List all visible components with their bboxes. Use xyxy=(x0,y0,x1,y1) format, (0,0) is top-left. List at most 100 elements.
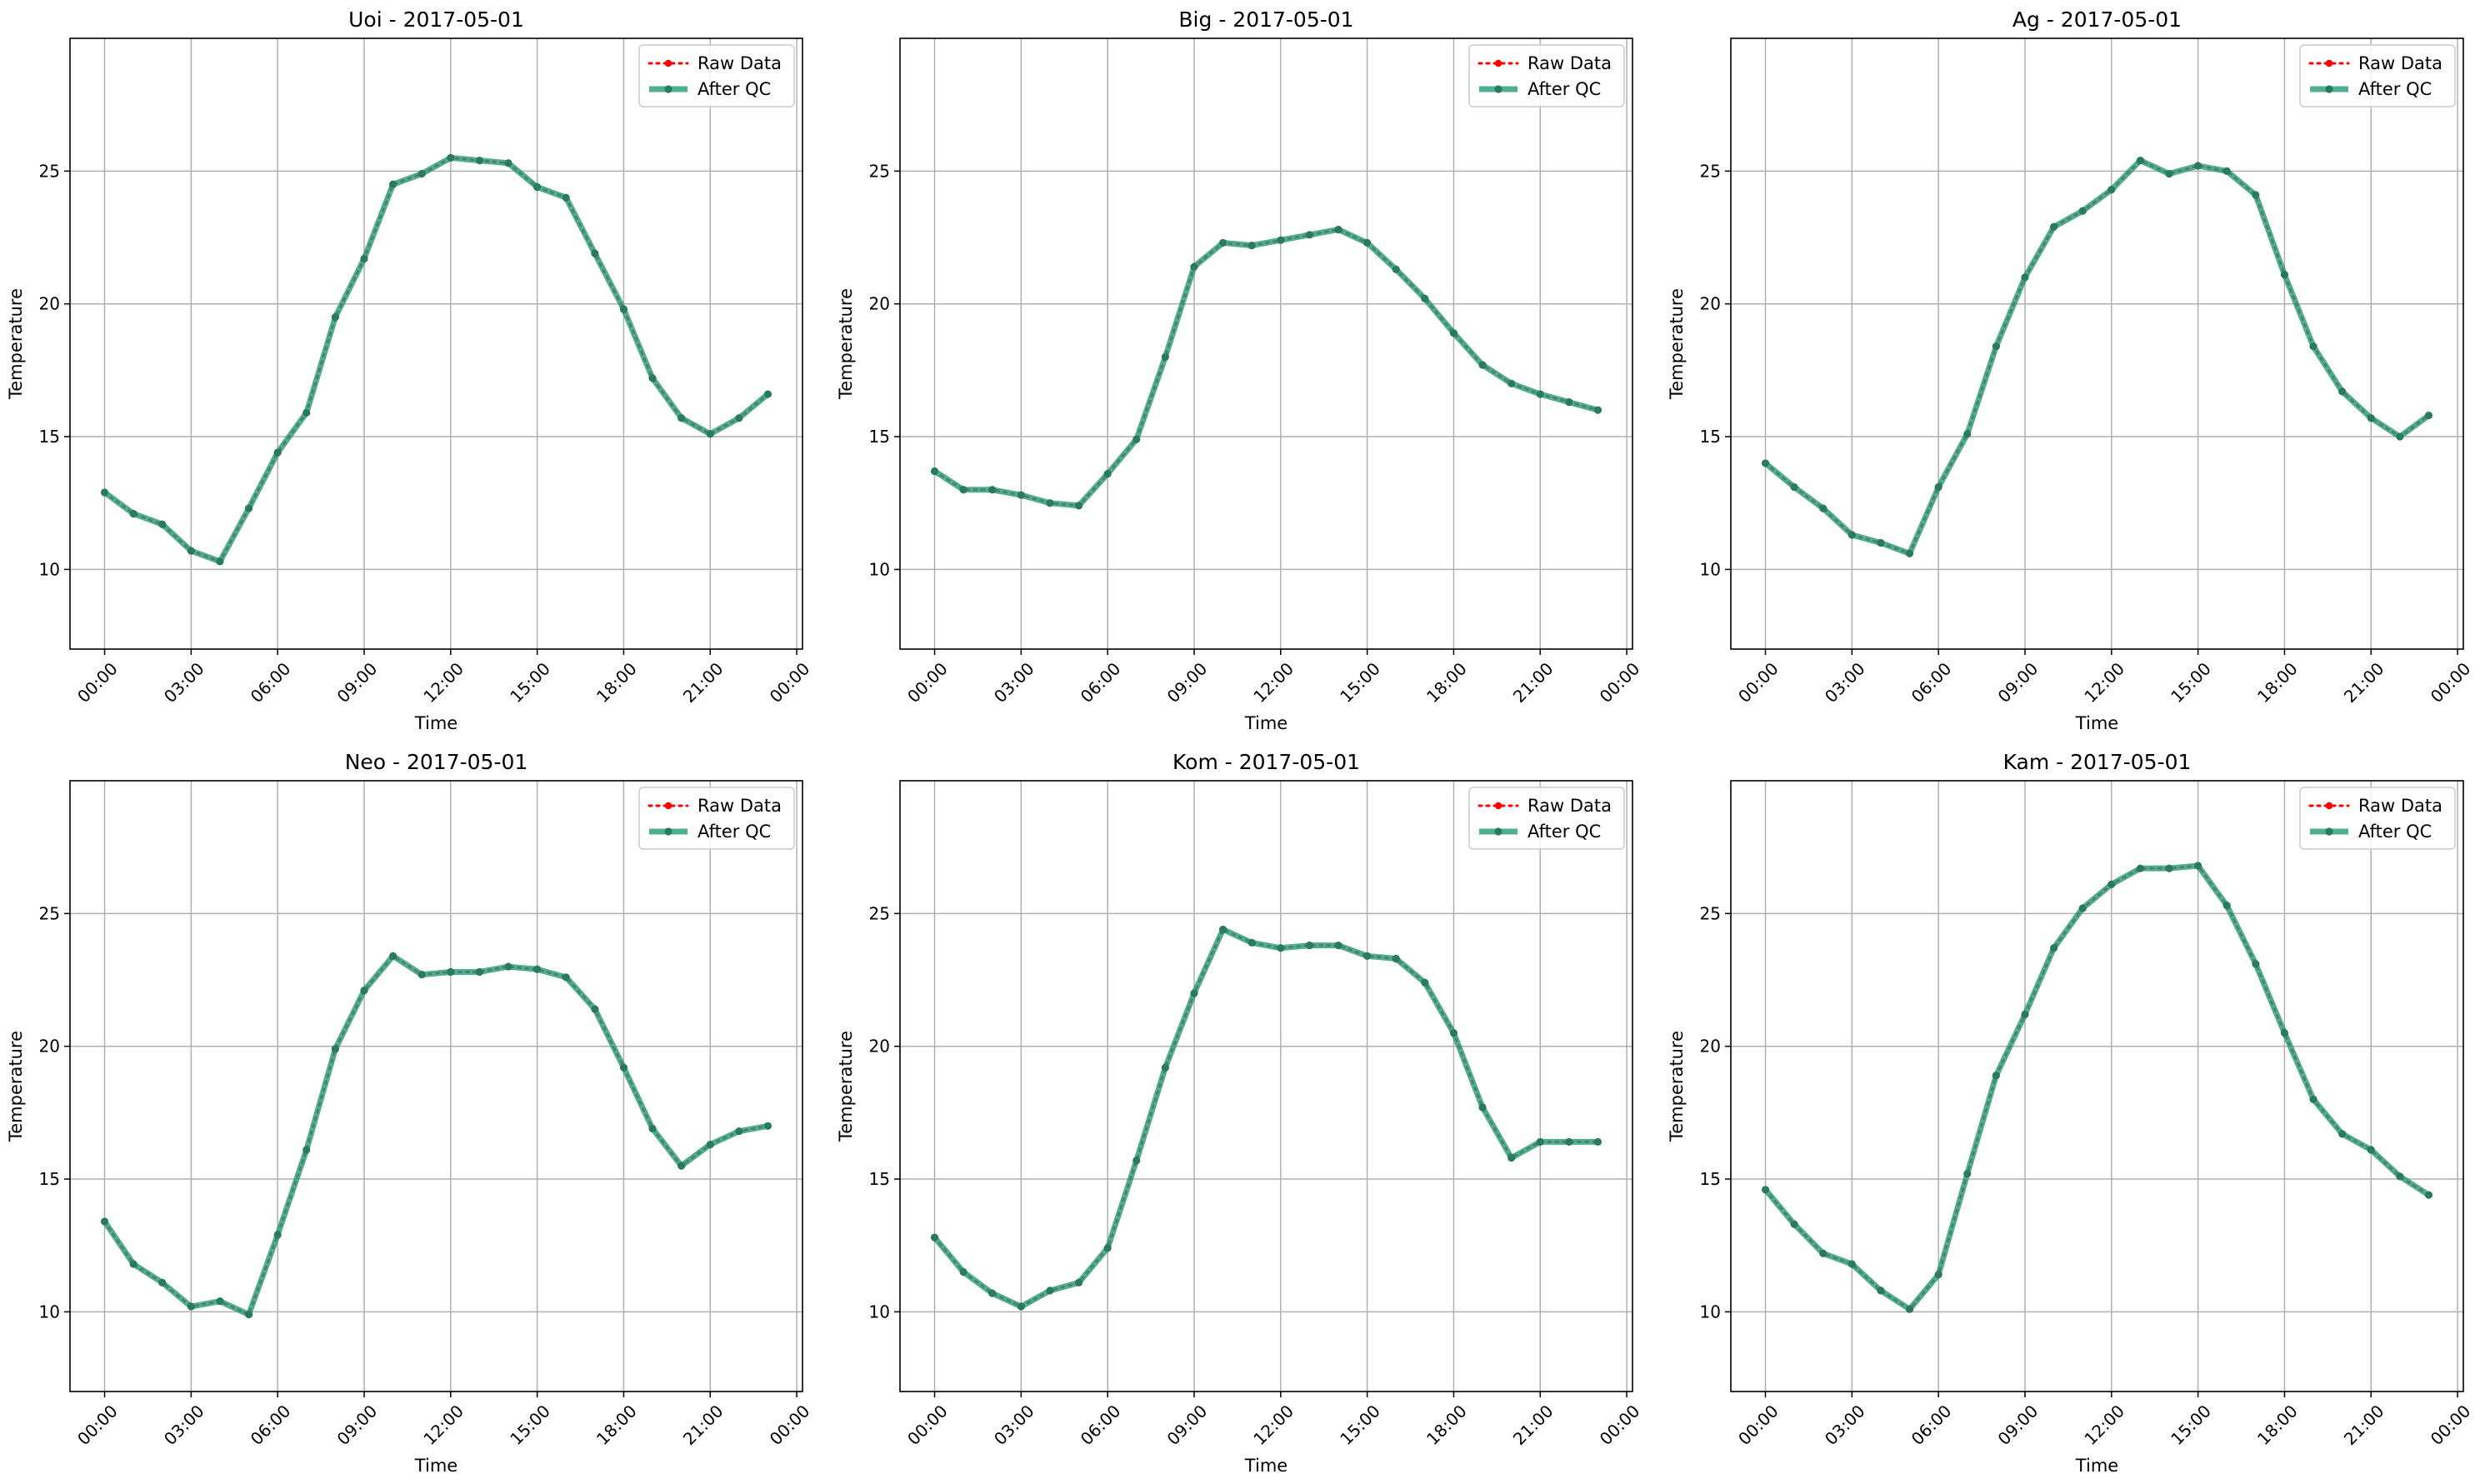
axes-frame xyxy=(69,37,803,650)
x-tick-label: 06:00 xyxy=(1908,1401,1956,1449)
subplot: 00:00 03:00 06:00 09:00 12:00 15:00 18:00 21:00… xyxy=(836,7,1643,733)
after-qc-point xyxy=(244,504,253,512)
after-qc-point xyxy=(331,313,339,322)
x-tick-label: 12:00 xyxy=(419,1401,468,1449)
after-qc-point xyxy=(1421,294,1429,302)
y-tick-label: 10 xyxy=(1700,1302,1721,1322)
after-qc-point xyxy=(158,1278,167,1287)
after-qc-point xyxy=(216,557,224,566)
after-qc-point xyxy=(763,390,772,398)
after-qc-point xyxy=(302,408,311,417)
axes-frame xyxy=(1730,37,2464,650)
after-qc-point xyxy=(1819,1249,1828,1257)
legend-qc-marker xyxy=(1494,85,1502,93)
after-qc-point xyxy=(2367,414,2375,422)
legend-raw-label: Raw Data xyxy=(698,796,782,816)
after-qc-point xyxy=(1508,379,1516,387)
after-qc-line xyxy=(1762,862,2431,1312)
after-qc-line xyxy=(102,952,769,1318)
after-qc-point xyxy=(2252,960,2260,968)
x-tick-label: 12:00 xyxy=(2080,658,2128,707)
after-qc-point xyxy=(562,193,570,202)
legend-raw-marker xyxy=(2325,59,2333,67)
after-qc-point xyxy=(1248,938,1256,947)
x-tick-label: 03:00 xyxy=(160,1401,208,1449)
x-axis-label: Time xyxy=(414,1456,458,1476)
after-qc-point xyxy=(1017,491,1025,499)
raw-data-line xyxy=(1764,864,2430,1312)
x-tick-label: 18:00 xyxy=(1422,1401,1471,1449)
after-qc-point xyxy=(1790,482,1798,492)
after-qc-point xyxy=(1017,1302,1025,1311)
axes-frame xyxy=(69,780,803,1392)
x-tick-label: 09:00 xyxy=(1994,1401,2042,1449)
after-qc-point xyxy=(2338,1130,2347,1138)
after-qc-point xyxy=(2194,862,2202,870)
after-qc-point xyxy=(648,1124,657,1133)
after-qc-point xyxy=(1334,225,1342,234)
legend-qc-marker xyxy=(2325,827,2333,836)
raw-data-line xyxy=(103,954,769,1317)
after-qc-point xyxy=(1103,470,1112,478)
y-tick-label: 15 xyxy=(39,427,60,447)
after-qc-point xyxy=(763,1122,772,1130)
after-qc-point xyxy=(1305,941,1314,950)
after-qc-point xyxy=(2222,167,2231,175)
x-tick-label: 06:00 xyxy=(247,658,295,707)
legend-raw-label: Raw Data xyxy=(1528,53,1612,73)
y-axis-label: Temperature xyxy=(1667,1031,1687,1142)
after-qc-point xyxy=(706,430,714,438)
after-qc-point xyxy=(129,509,138,518)
x-axis-label: Time xyxy=(2075,1456,2118,1476)
after-qc-point xyxy=(273,1231,282,1239)
after-qc-point xyxy=(1103,1244,1112,1252)
after-qc-point xyxy=(1478,361,1487,369)
legend-raw-marker xyxy=(664,59,672,67)
x-tick-label: 03:00 xyxy=(990,1401,1038,1449)
legend-qc-label: After QC xyxy=(698,822,771,842)
x-axis-label: Time xyxy=(414,713,458,733)
x-tick-label: 21:00 xyxy=(1509,658,1558,707)
after-qc-point xyxy=(959,1267,968,1277)
axes-frame xyxy=(1730,780,2464,1392)
x-tick-label: 00:00 xyxy=(2427,1401,2475,1449)
after-qc-point xyxy=(533,965,542,973)
after-qc-point xyxy=(1593,406,1602,414)
after-qc-point xyxy=(1421,978,1429,987)
y-tick-label: 15 xyxy=(39,1169,60,1189)
subplot-title: Kam - 2017-05-01 xyxy=(2003,750,2192,774)
subplot: 00:00 03:00 06:00 09:00 12:00 15:00 18:00 21:00… xyxy=(1667,750,2474,1476)
after-qc-point xyxy=(2424,1191,2433,1199)
x-tick-label: 00:00 xyxy=(2427,658,2475,707)
x-tick-label: 21:00 xyxy=(1509,1401,1558,1449)
x-tick-label: 18:00 xyxy=(2253,1401,2302,1449)
x-tick-label: 12:00 xyxy=(419,658,468,707)
subplot: 00:00 03:00 06:00 09:00 12:00 15:00 18:00 21:00… xyxy=(6,7,813,733)
x-axis-label: Time xyxy=(2075,713,2118,733)
after-qc-point xyxy=(678,414,686,422)
after-qc-point xyxy=(619,305,628,313)
after-qc-point xyxy=(562,973,570,982)
after-qc-point xyxy=(1161,352,1169,362)
y-tick-label: 25 xyxy=(1700,161,1721,181)
after-qc-point xyxy=(1963,430,1972,438)
y-tick-label: 20 xyxy=(869,1037,890,1057)
x-tick-label: 09:00 xyxy=(1994,658,2042,707)
x-tick-label: 15:00 xyxy=(1336,1401,1384,1449)
x-tick-label: 00:00 xyxy=(766,1401,814,1449)
after-qc-point xyxy=(1848,1260,1856,1268)
after-qc-line xyxy=(1763,157,2431,557)
after-qc-point xyxy=(1565,398,1573,407)
y-tick-label: 25 xyxy=(869,903,890,923)
raw-data-line xyxy=(933,927,1599,1308)
after-qc-point xyxy=(1992,1072,2000,1080)
x-tick-label: 09:00 xyxy=(333,1401,382,1449)
after-qc-point xyxy=(447,967,455,977)
after-qc-point xyxy=(1305,231,1314,239)
legend-qc-marker xyxy=(664,827,672,836)
after-qc-point xyxy=(1132,1157,1141,1165)
y-tick-label: 15 xyxy=(869,1169,890,1189)
y-axis-label: Temperature xyxy=(6,288,26,400)
after-qc-point xyxy=(1190,262,1198,271)
subplot: 00:00 03:00 06:00 09:00 12:00 15:00 18:00 21:00… xyxy=(6,750,813,1476)
